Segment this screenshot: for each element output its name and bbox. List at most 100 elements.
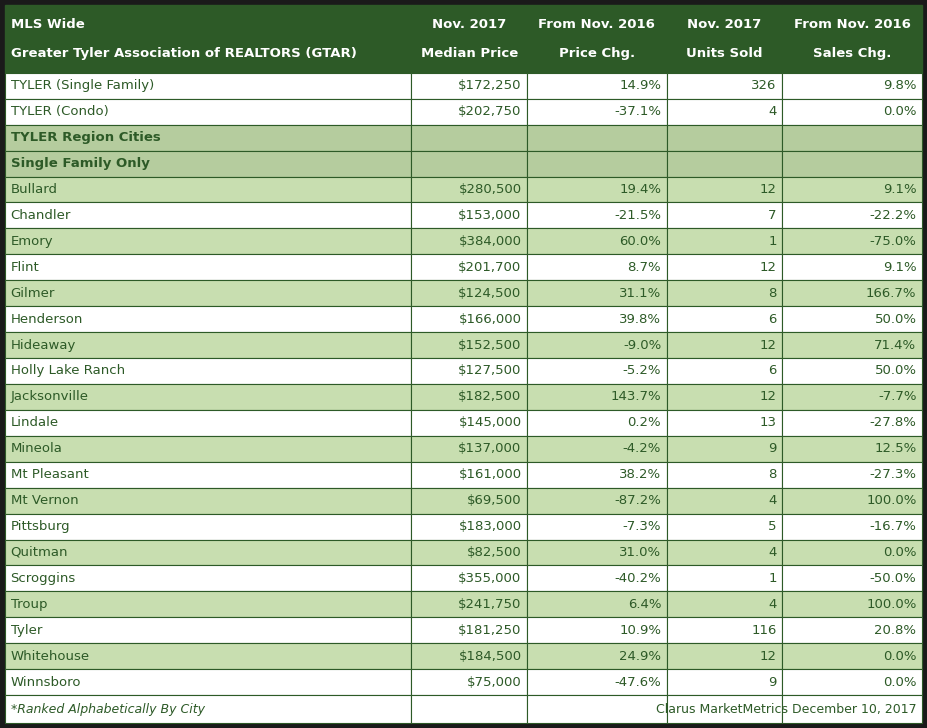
Bar (782, 410, 922, 436)
Bar (5, 99, 412, 124)
Text: Holly Lake Ranch: Holly Lake Ranch (10, 365, 125, 378)
Text: -21.5%: -21.5% (615, 209, 661, 222)
Text: Flint: Flint (10, 261, 39, 274)
Bar (527, 513, 667, 539)
Bar (782, 644, 922, 669)
Text: $181,250: $181,250 (458, 624, 522, 637)
Bar (667, 513, 782, 539)
Text: 116: 116 (752, 624, 777, 637)
Text: Single Family Only: Single Family Only (10, 157, 149, 170)
Text: Jacksonville: Jacksonville (10, 390, 89, 403)
Bar (667, 280, 782, 306)
Text: 8: 8 (768, 287, 777, 300)
Bar (667, 332, 782, 358)
Bar (5, 384, 412, 410)
Text: 8: 8 (768, 468, 777, 481)
Bar (412, 254, 527, 280)
Text: 4: 4 (768, 106, 777, 118)
Text: $124,500: $124,500 (458, 287, 522, 300)
Bar (667, 566, 782, 591)
Text: $69,500: $69,500 (467, 494, 522, 507)
Text: 6: 6 (768, 312, 777, 325)
Bar (527, 306, 667, 332)
Text: 50.0%: 50.0% (874, 365, 917, 378)
Bar (782, 124, 922, 151)
Text: $183,000: $183,000 (458, 520, 522, 533)
Bar (782, 99, 922, 124)
Bar (782, 669, 922, 695)
Bar (667, 176, 782, 202)
Bar (782, 488, 922, 513)
Text: Gilmer: Gilmer (10, 287, 55, 300)
Text: Scroggins: Scroggins (10, 572, 76, 585)
Bar (527, 332, 667, 358)
Bar (527, 124, 667, 151)
Text: Chandler: Chandler (10, 209, 71, 222)
Bar (412, 5, 527, 73)
Bar (527, 280, 667, 306)
Bar (5, 591, 412, 617)
Bar (5, 176, 412, 202)
Text: 0.2%: 0.2% (628, 416, 661, 430)
Text: 4: 4 (768, 494, 777, 507)
Bar (667, 410, 782, 436)
Bar (412, 436, 527, 462)
Text: 4: 4 (768, 598, 777, 611)
Bar (5, 280, 412, 306)
Bar (527, 254, 667, 280)
Bar (412, 124, 527, 151)
Text: 12: 12 (760, 649, 777, 662)
Bar (412, 151, 527, 176)
Bar (527, 5, 667, 73)
Bar (667, 229, 782, 254)
Text: $184,500: $184,500 (458, 649, 522, 662)
Text: Pittsburg: Pittsburg (10, 520, 70, 533)
Bar (667, 462, 782, 488)
Bar (5, 332, 412, 358)
Bar (412, 73, 527, 99)
Bar (5, 644, 412, 669)
Bar (5, 306, 412, 332)
Bar (527, 591, 667, 617)
Text: 71.4%: 71.4% (874, 339, 917, 352)
Bar (667, 695, 782, 723)
Text: Mt Vernon: Mt Vernon (10, 494, 78, 507)
Text: Nov. 2017: Nov. 2017 (432, 18, 506, 31)
Text: 9: 9 (768, 676, 777, 689)
Text: $161,000: $161,000 (458, 468, 522, 481)
Text: 5: 5 (768, 520, 777, 533)
Text: $172,250: $172,250 (458, 79, 522, 92)
Bar (5, 202, 412, 229)
Text: 13: 13 (760, 416, 777, 430)
Bar (412, 332, 527, 358)
Text: $137,000: $137,000 (458, 443, 522, 455)
Text: 24.9%: 24.9% (619, 649, 661, 662)
Text: Troup: Troup (10, 598, 47, 611)
Bar (527, 436, 667, 462)
Bar (782, 332, 922, 358)
Bar (412, 202, 527, 229)
Bar (527, 539, 667, 566)
Text: 12: 12 (760, 183, 777, 196)
Text: -47.6%: -47.6% (615, 676, 661, 689)
Text: 0.0%: 0.0% (883, 546, 917, 559)
Bar (412, 229, 527, 254)
Text: 1: 1 (768, 572, 777, 585)
Text: 143.7%: 143.7% (611, 390, 661, 403)
Bar (5, 513, 412, 539)
Bar (412, 513, 527, 539)
Text: -7.7%: -7.7% (878, 390, 917, 403)
Text: 9.1%: 9.1% (883, 261, 917, 274)
Text: 31.0%: 31.0% (619, 546, 661, 559)
Bar (5, 73, 412, 99)
Text: 12: 12 (760, 339, 777, 352)
Bar (782, 695, 922, 723)
Bar (5, 488, 412, 513)
Text: 100.0%: 100.0% (866, 494, 917, 507)
Bar (527, 410, 667, 436)
Bar (527, 151, 667, 176)
Text: 6.4%: 6.4% (628, 598, 661, 611)
Text: 9: 9 (768, 443, 777, 455)
Bar (5, 151, 412, 176)
Text: $202,750: $202,750 (458, 106, 522, 118)
